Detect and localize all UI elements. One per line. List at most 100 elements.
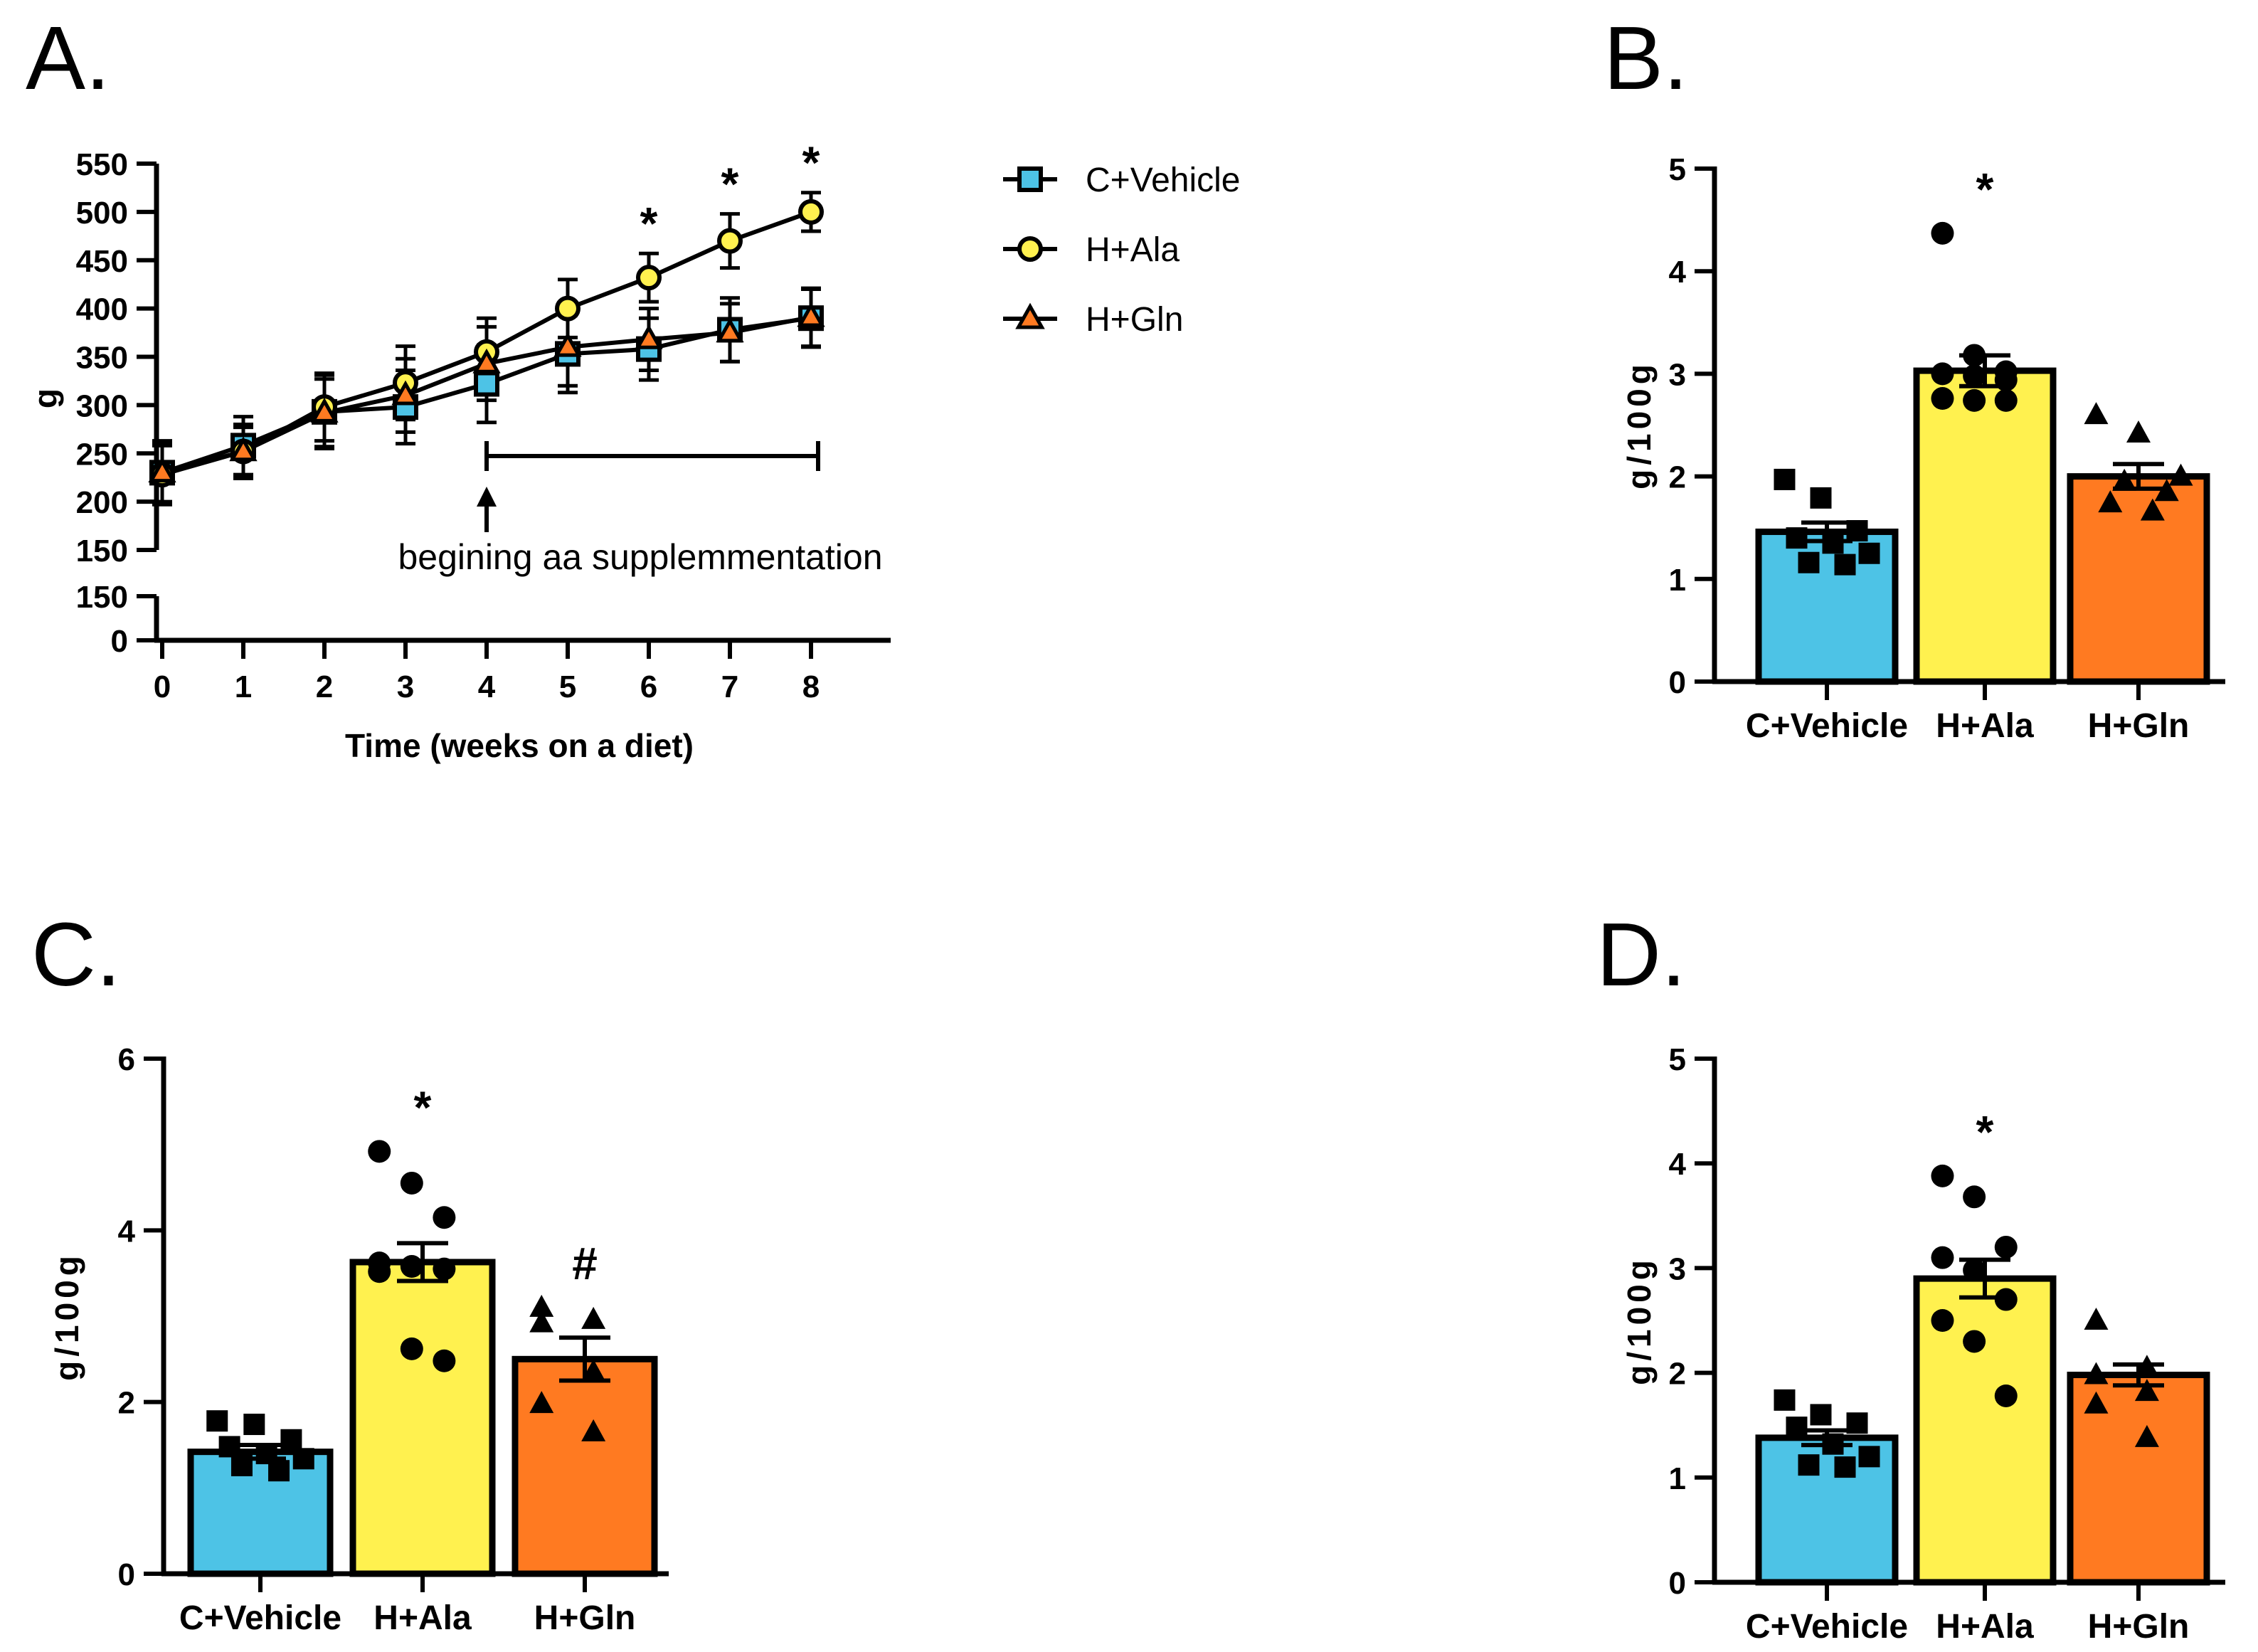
x-tick-label: 6 [640, 669, 657, 704]
legend-label: C+Vehicle [1086, 162, 1240, 199]
data-point-square [1858, 542, 1880, 564]
panel-b-bar-chart: B. 0 1 2 3 4 5 g/100g C+Vehicle H+Ala H+Gln * [1604, 8, 2225, 745]
data-point-triangle [2084, 1308, 2109, 1330]
data-point-triangle [581, 1359, 606, 1382]
y-axis-title: g [27, 388, 64, 408]
data-point-triangle [2084, 402, 2109, 425]
legend-label: H+Ala [1086, 231, 1180, 269]
significance-mark: * [1976, 1106, 1994, 1158]
y-tick-label: 300 [76, 388, 128, 423]
legend-marker-square [1017, 166, 1043, 192]
data-point-square [1774, 1389, 1796, 1411]
bar-H+Ala [1913, 367, 2057, 685]
data-point-square [243, 1414, 265, 1436]
data-point-triangle [2112, 468, 2137, 491]
data-point-square [1858, 1446, 1880, 1468]
x-tick-label: 8 [802, 669, 820, 704]
y-axis-title: g/100g [48, 1251, 85, 1381]
legend-marker-circle [1017, 236, 1043, 262]
data-point-square [206, 1410, 228, 1432]
data-point-square [292, 1448, 314, 1470]
data-point-triangle [581, 1306, 606, 1329]
data-point-circle [555, 295, 581, 322]
data-point-triangle [553, 332, 582, 357]
data-point-circle [433, 1257, 456, 1281]
x-tick-label: C+Vehicle [1746, 707, 1908, 745]
y-tick-label: 1 [1669, 1461, 1686, 1496]
y-tick-label: 5 [1669, 152, 1686, 187]
x-tick-label: H+Gln [534, 1599, 636, 1637]
data-point-circle [368, 1260, 391, 1283]
y-tick-label: 150 [76, 534, 128, 568]
data-point-triangle [581, 1419, 606, 1441]
data-point-circle [368, 1140, 391, 1163]
x-tick-label: H+Gln [2088, 1608, 2190, 1646]
bar-C+Vehicle [187, 1449, 334, 1577]
panel-a-line-chart: A. 550 500 450 400 350 300 250 200 150 150 00 1 2 3 4 5 6… [26, 8, 891, 764]
y-tick-label: 200 [76, 485, 128, 520]
data-point-square [1810, 1404, 1832, 1426]
data-point-triangle [2126, 420, 2151, 443]
y-axis-title: g/100g [1621, 1256, 1658, 1385]
x-tick-label: 4 [478, 669, 496, 704]
data-point-circle [1963, 364, 1986, 388]
x-tick-label: H+Ala [373, 1599, 472, 1637]
data-point-triangle [2134, 1379, 2159, 1402]
data-point-circle [798, 198, 824, 225]
data-point-circle [400, 1255, 423, 1278]
y-tick-label: 2 [1669, 460, 1686, 495]
y-tick-label: 2 [1669, 1357, 1686, 1392]
significance-mark: * [1976, 164, 1994, 215]
data-point-triangle [635, 324, 663, 349]
y-tick-label: 350 [76, 341, 128, 376]
significance-mark: # [572, 1238, 598, 1289]
y-axis-title: g/100g [1621, 360, 1658, 489]
annotation-text: begining aa supplemmentation [398, 537, 882, 577]
y-tick-label: 400 [76, 292, 128, 327]
data-point-triangle [229, 436, 258, 462]
y-tick-label: 0 [118, 1557, 135, 1592]
data-point-triangle [2168, 463, 2193, 486]
data-point-circle [1931, 362, 1954, 386]
y-tick-label: 3 [1669, 357, 1686, 392]
legend-label: H+Gln [1086, 301, 1183, 339]
data-point-circle [1931, 1246, 1954, 1269]
x-axis-title: Time (weeks on a diet) [345, 727, 694, 764]
data-point-square [474, 371, 499, 397]
data-point-circle [1994, 1235, 2018, 1259]
y-tick-label: 6 [118, 1042, 135, 1077]
y-tick-label: 0 [111, 624, 128, 659]
significance-mark: * [414, 1081, 432, 1133]
y-tick-label: 4 [1669, 255, 1687, 290]
x-tick-label: 7 [721, 669, 738, 704]
bar-H+Gln [512, 1355, 658, 1577]
y-tick-label: 150 [76, 580, 128, 615]
y-tick-label: 250 [76, 437, 128, 472]
data-point-triangle [797, 302, 825, 327]
panel-label-d: D. [1596, 904, 1686, 1005]
data-point-circle [1963, 388, 1986, 412]
bar-H+Gln [2067, 473, 2210, 685]
data-point-square [1774, 468, 1796, 490]
data-point-circle [1931, 1309, 1954, 1332]
panel-c-bar-chart: C. 0 2 4 6 g/100g C+Vehicle H+Ala H+Gln * # [31, 904, 669, 1637]
y-tick-label: 2 [118, 1386, 135, 1421]
significance-star: * [802, 137, 820, 189]
y-tick-label: 3 [1669, 1251, 1686, 1286]
data-point-triangle [529, 1310, 554, 1333]
significance-star: * [640, 198, 658, 249]
data-point-circle [400, 1337, 423, 1360]
legend-marker-triangle [1015, 302, 1045, 329]
arrow-head [477, 487, 497, 507]
panel-label-b: B. [1604, 8, 1688, 108]
data-point-square [1834, 554, 1856, 576]
data-point-triangle [310, 398, 339, 423]
panel-d-bar-chart: D. 0 1 2 3 4 5 g/100g C+Vehicle H+Ala H+Gln * [1596, 904, 2225, 1646]
data-point-square [1786, 527, 1808, 549]
data-point-square [1834, 1456, 1856, 1478]
y-tick-label: 0 [1669, 665, 1686, 700]
data-point-circle [1994, 388, 2018, 412]
data-point-square [1798, 1454, 1820, 1476]
panel-label-c: C. [31, 904, 121, 1005]
bar-H+Ala [349, 1259, 496, 1577]
